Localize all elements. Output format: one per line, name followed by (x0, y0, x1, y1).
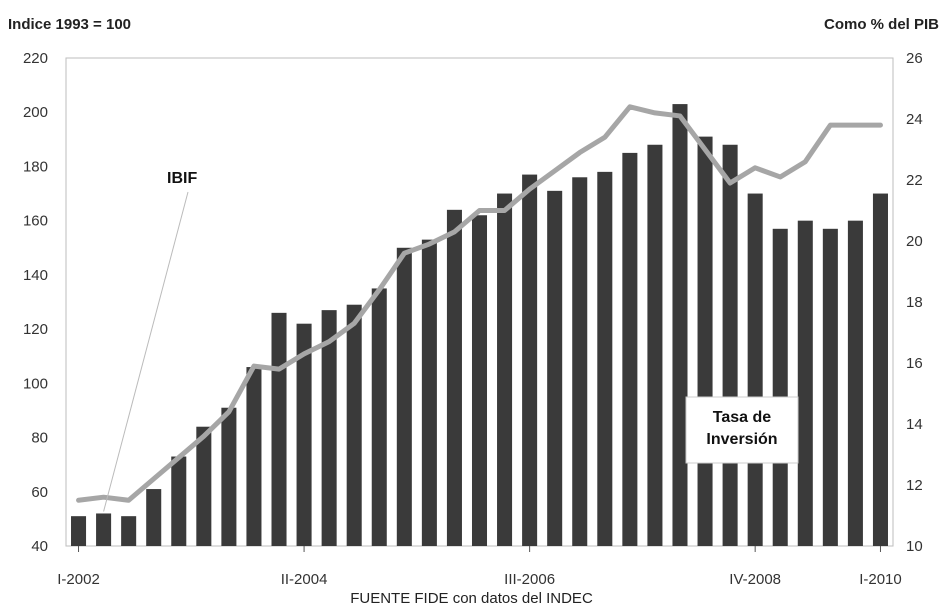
bar (847, 220, 863, 546)
x-tick-label: I-2002 (57, 571, 100, 588)
bar (271, 312, 287, 546)
bar (121, 516, 137, 546)
y-right-tick-label: 24 (906, 111, 923, 128)
y-left-tick-label: 120 (23, 321, 48, 338)
bar (346, 304, 362, 546)
ibif-label: IBIF (167, 170, 197, 187)
bar (146, 489, 162, 546)
y-left-tick-label: 100 (23, 375, 48, 392)
bar (96, 513, 112, 546)
y-right-tick-label: 16 (906, 355, 923, 372)
bar (772, 228, 788, 547)
y-right-tick-label: 12 (906, 477, 923, 494)
y-right-tick-label: 14 (906, 416, 923, 433)
bar (497, 193, 513, 547)
tasa-label-line1: Tasa de (713, 409, 772, 426)
y-left-tick-label: 200 (23, 104, 48, 121)
bar (371, 288, 387, 546)
investment-chart: 40 60 80 100 120 140 160 180 200 220 10 12 14 16 18 20 2… (23, 50, 923, 588)
bar (246, 367, 262, 546)
y-right-tick-label: 22 (906, 172, 923, 189)
y-left-tick-label: 80 (31, 430, 48, 447)
y-left-tick-label: 60 (31, 484, 48, 501)
y-right-tick-label: 26 (906, 50, 923, 67)
y-left-tick-label: 140 (23, 267, 48, 284)
y-right-tick-label: 18 (906, 294, 923, 311)
tasa-label-box (685, 396, 799, 464)
bar (622, 152, 638, 546)
bar (722, 144, 738, 546)
bar (672, 104, 688, 546)
bar (572, 177, 588, 547)
source-note: FUENTE FIDE con datos del INDEC (350, 590, 593, 607)
y-left-tick-label: 220 (23, 50, 48, 67)
ibif-leader-line (103, 191, 189, 512)
bar (872, 193, 888, 547)
bar (321, 310, 337, 546)
y-right-tick-label: 20 (906, 233, 923, 250)
bar (822, 228, 838, 547)
bar (697, 136, 713, 546)
x-tick-label: I-2010 (859, 571, 902, 588)
x-tick-label: II-2004 (281, 571, 328, 588)
bar (647, 144, 663, 546)
bar (171, 456, 187, 546)
x-tick-label: III-2006 (504, 571, 555, 588)
bar (747, 193, 763, 547)
bar (446, 209, 462, 547)
bar (196, 426, 212, 546)
bar (421, 239, 437, 546)
bar (71, 516, 87, 546)
bar (396, 247, 412, 546)
bar (471, 215, 488, 546)
bar (547, 190, 563, 546)
y-left-tick-label: 180 (23, 158, 48, 175)
bar (221, 407, 237, 546)
y-left-tick-label: 40 (31, 538, 48, 555)
y-right-tick-label: 10 (906, 538, 923, 555)
tasa-inversion-line (76, 104, 883, 503)
bar (522, 174, 538, 547)
tasa-label-line2: Inversión (706, 431, 777, 448)
bar (296, 323, 312, 546)
bar (797, 220, 813, 546)
x-tick-label: IV-2008 (729, 571, 781, 588)
y-left-tick-label: 160 (23, 213, 48, 230)
right-axis-title: Como % del PIB (823, 16, 939, 33)
bar (597, 171, 613, 546)
left-axis-title: Indice 1993 = 100 (8, 16, 132, 33)
